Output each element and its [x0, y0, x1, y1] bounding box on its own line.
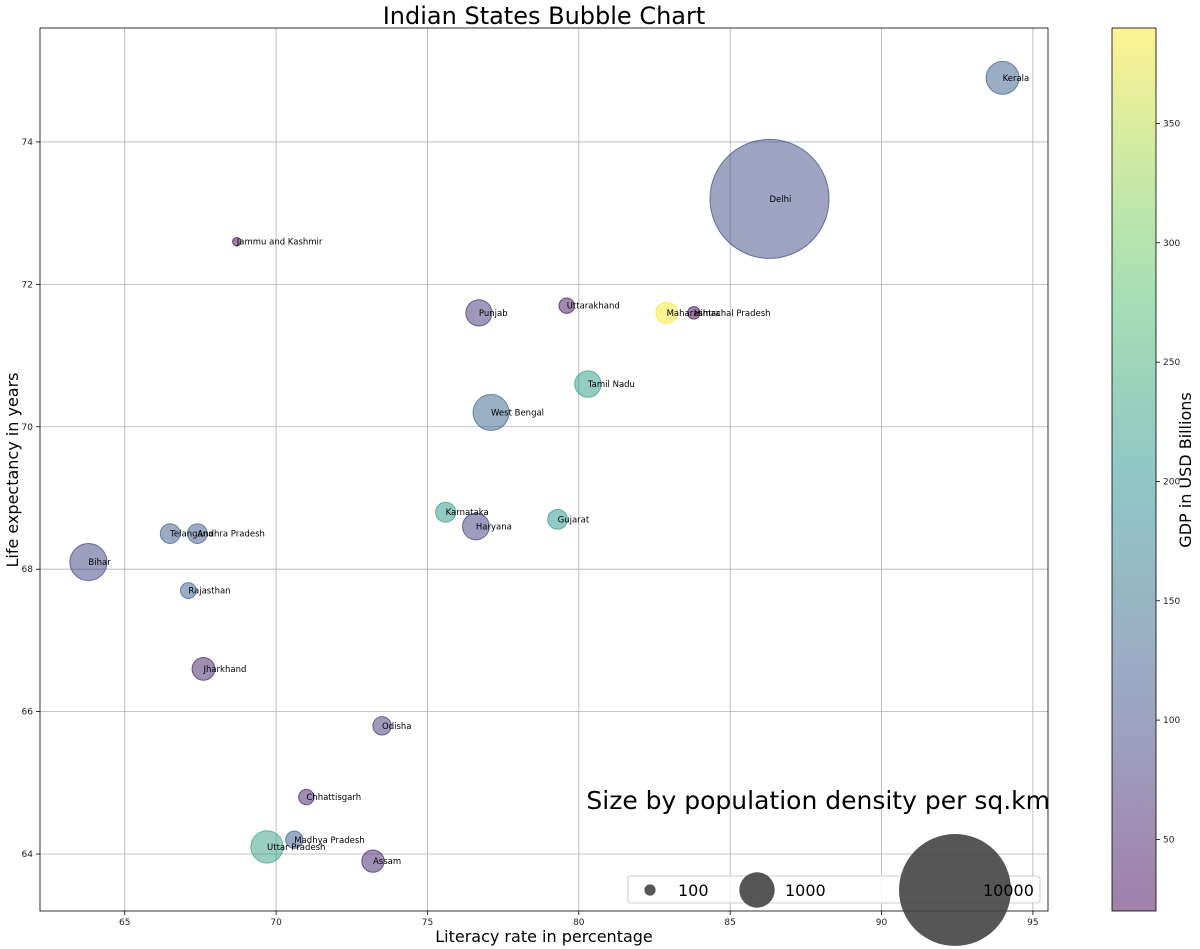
x-tick-label: 90 [876, 918, 888, 928]
legend-bubble-1000 [739, 872, 775, 908]
bubble-uttar-pradesh [250, 830, 284, 864]
bubble-label-jharkhand: Jharkhand [202, 665, 246, 675]
bubble-jharkhand [191, 656, 216, 681]
colorbar-label: GDP in USD Billions [1176, 392, 1195, 547]
colorbar-tick-label: 200 [1163, 477, 1180, 487]
bubble-label-andhra-pradesh: Andhra Pradesh [197, 530, 265, 540]
legend-bubble-100 [644, 884, 656, 896]
bubble-label-bihar: Bihar [88, 558, 111, 568]
bubble-odisha [372, 716, 392, 736]
chart-title: Indian States Bubble Chart [383, 2, 706, 30]
x-tick-label: 80 [573, 918, 585, 928]
x-tick-label: 65 [119, 918, 130, 928]
x-tick-label: 70 [270, 918, 282, 928]
bubble-label-maharashtra: Maharashtra [667, 309, 721, 319]
bubble-gujarat [547, 508, 568, 530]
y-tick-label: 74 [22, 138, 34, 148]
bubble-label-haryana: Haryana [476, 522, 512, 532]
colorbar-tick-label: 150 [1163, 597, 1180, 607]
bubble-label-jammu-and-kashmir: Jammu and Kashmir [236, 238, 323, 248]
bubble-label-tamil-nadu: Tamil Nadu [587, 380, 635, 390]
bubble-label-chhattisgarh: Chhattisgarh [306, 793, 361, 803]
bubble-uttarakhand [558, 297, 575, 314]
bubble-kerala [985, 60, 1020, 95]
bubbles [69, 60, 1020, 873]
bubble-delhi [709, 138, 830, 259]
bubble-punjab [465, 299, 493, 327]
plot-frame [39, 27, 1049, 912]
x-tick-label: 95 [1027, 918, 1038, 928]
y-tick-label: 70 [22, 423, 34, 433]
bubble-label-assam: Assam [373, 857, 401, 867]
colorbar-tick-label: 300 [1163, 239, 1180, 249]
x-tick-label: 75 [422, 918, 433, 928]
colorbar-gradient [1111, 27, 1157, 912]
size-annotation: Size by population density per sq.km [586, 786, 1050, 815]
bubble-madhya-pradesh [285, 830, 304, 849]
bubble-chhattisgarh [298, 788, 315, 806]
x-axis-ticks: 65 70 75 80 85 90 95 [119, 911, 1039, 928]
x-axis-label: Literacy rate in percentage [435, 927, 653, 946]
bubble-label-delhi: Delhi [770, 195, 792, 205]
bubble-label-gujarat: Gujarat [558, 515, 590, 525]
bubble-jammu-and-kashmir [232, 236, 242, 247]
y-axis-label: Life expectancy in years [3, 372, 22, 567]
bubble-label-kerala: Kerala [1003, 74, 1030, 84]
bubble-label-himachal-pradesh: Himachal Pradesh [694, 309, 771, 319]
bubble-label-madhya-pradesh: Madhya Pradesh [294, 836, 364, 846]
y-tick-label: 72 [22, 280, 33, 290]
bubble-labels: Kerala Delhi Jammu and Kashmir Punjab Uttara… [88, 74, 1029, 867]
y-tick-label: 68 [22, 565, 34, 575]
bubble-label-uttar-pradesh: Uttar Pradesh [267, 843, 325, 853]
x-tick-label: 85 [724, 918, 735, 928]
bubble-andhra-pradesh [187, 523, 208, 544]
colorbar: 50 100 150 200 250 300 350 [1111, 27, 1180, 912]
bubble-tamil-nadu [574, 370, 602, 398]
legend-label-10000: 10000 [983, 881, 1034, 900]
y-tick-label: 66 [22, 708, 34, 718]
legend-label-1000: 1000 [785, 881, 826, 900]
bubble-bihar [69, 542, 108, 582]
bubble-karnataka [435, 501, 457, 523]
colorbar-tick-label: 350 [1163, 119, 1180, 129]
bubble-label-telangana: Telangana [169, 530, 213, 540]
colorbar-tick-label: 50 [1163, 835, 1175, 845]
y-axis-ticks: 64 66 68 70 72 74 [22, 138, 40, 860]
bubble-telangana [159, 523, 181, 544]
colorbar-tick-label: 100 [1163, 716, 1180, 726]
bubble-west-bengal [472, 394, 510, 432]
bubble-himachal-pradesh [687, 306, 701, 320]
y-tick-label: 64 [22, 850, 34, 860]
bubble-label-rajasthan: Rajasthan [188, 587, 230, 597]
bubble-rajasthan [179, 582, 197, 599]
bubble-label-karnataka: Karnataka [446, 508, 489, 518]
grid-lines [40, 28, 1048, 911]
bubble-assam [361, 849, 385, 873]
legend-bubble-10000 [899, 834, 1011, 946]
colorbar-tick-label: 250 [1163, 358, 1180, 368]
bubble-label-punjab: Punjab [479, 309, 508, 319]
bubble-label-odisha: Odisha [382, 722, 411, 732]
legend-label-100: 100 [678, 881, 709, 900]
bubble-label-uttarakhand: Uttarakhand [567, 302, 620, 312]
bubble-label-west-bengal: West Bengal [491, 409, 544, 419]
bubble-haryana [462, 512, 490, 541]
size-legend: 100 1000 10000 [627, 834, 1041, 946]
bubble-maharashtra [655, 301, 678, 325]
